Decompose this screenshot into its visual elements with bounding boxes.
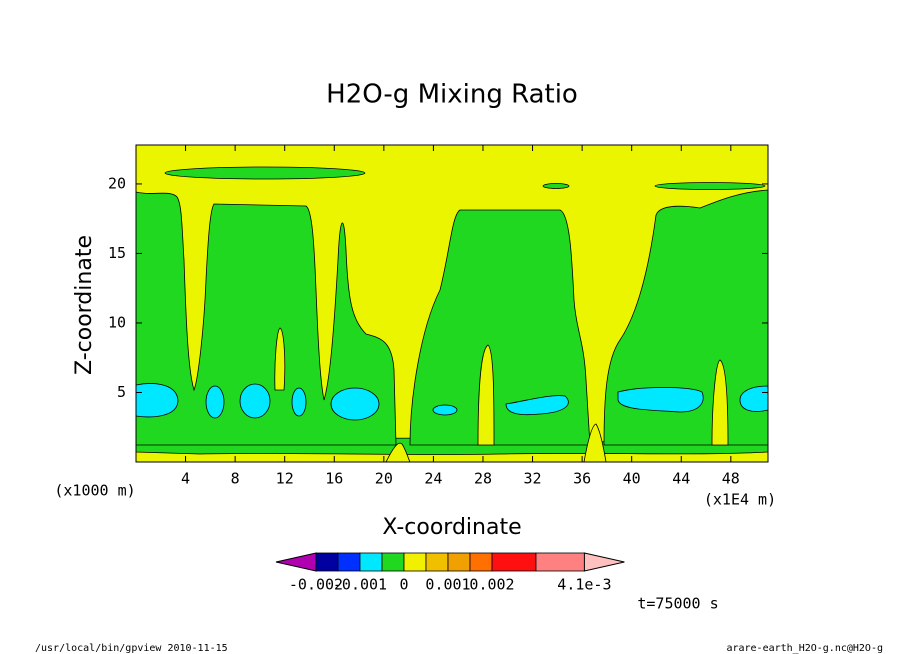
x-tick-label: 28 bbox=[474, 470, 492, 488]
colorbar-label: 0.002 bbox=[469, 576, 514, 594]
contour-gap bbox=[583, 423, 607, 462]
footer-left: /usr/local/bin/gpview 2010-11-15 bbox=[35, 643, 228, 654]
contour-field bbox=[136, 145, 768, 462]
contour-region bbox=[239, 383, 271, 419]
x-axis-label: X-coordinate bbox=[382, 515, 521, 540]
x-tick-label: 20 bbox=[375, 470, 393, 488]
colorbar-label: -0.001 bbox=[333, 576, 387, 594]
x-tick-label: 16 bbox=[325, 470, 343, 488]
contour-region bbox=[654, 182, 766, 190]
y-tick-label: 10 bbox=[108, 313, 126, 331]
chart-title: H2O-g Mixing Ratio bbox=[326, 80, 578, 110]
colorbar-box bbox=[447, 552, 471, 572]
colorbar-box bbox=[425, 552, 449, 572]
y-tick-label: 20 bbox=[108, 174, 126, 192]
x-tick-label: 12 bbox=[276, 470, 294, 488]
contour-region bbox=[291, 387, 307, 417]
x-unit-label: (x1000 m) bbox=[54, 482, 135, 500]
y-axis-label: Z-coordinate bbox=[72, 235, 97, 375]
footer-right: arare-earth_H2O-g.nc@H2O-g bbox=[726, 643, 883, 654]
x-tick-label: 40 bbox=[623, 470, 641, 488]
plot-frame bbox=[135, 144, 769, 463]
contour-region bbox=[136, 383, 179, 418]
colorbar-box bbox=[359, 552, 383, 572]
colorbar-label: 4.1e-3 bbox=[557, 576, 611, 594]
x-tick-label: 24 bbox=[424, 470, 442, 488]
x-tick-label: 4 bbox=[181, 470, 190, 488]
contour-gap bbox=[711, 359, 729, 446]
colorbar-box bbox=[491, 552, 537, 572]
colorbar-label: 0 bbox=[399, 576, 408, 594]
contour-region bbox=[505, 395, 569, 416]
contour-region bbox=[603, 189, 768, 446]
contour-region bbox=[432, 404, 458, 416]
colorbar-label: -0.002 bbox=[289, 576, 343, 594]
contour-region bbox=[739, 385, 768, 412]
contour-region bbox=[164, 166, 366, 180]
x-tick-label: 48 bbox=[722, 470, 740, 488]
contour-region bbox=[409, 209, 591, 446]
colorbar-box bbox=[337, 552, 361, 572]
colorbar-box bbox=[315, 552, 339, 572]
x-tick-label: 44 bbox=[672, 470, 690, 488]
contour-region bbox=[136, 191, 397, 446]
y-tick-label: 5 bbox=[117, 383, 126, 401]
contour-gap bbox=[477, 344, 495, 446]
colorbar-extend bbox=[583, 552, 625, 572]
contour-region bbox=[542, 183, 570, 189]
contour-region bbox=[617, 387, 704, 413]
time-label: t=75000 s bbox=[637, 595, 718, 613]
contour-region bbox=[330, 387, 380, 421]
x-tick-label: 36 bbox=[573, 470, 591, 488]
x-tick-label: 32 bbox=[524, 470, 542, 488]
colorbar-box bbox=[469, 552, 493, 572]
contour-gap bbox=[274, 327, 286, 391]
x-tick-label: 8 bbox=[231, 470, 240, 488]
contour-region bbox=[205, 385, 225, 419]
colorbar-label: 0.001 bbox=[425, 576, 470, 594]
colorbar-box bbox=[403, 552, 427, 572]
colorbar-box bbox=[381, 552, 405, 572]
y-tick-label: 15 bbox=[108, 244, 126, 262]
x-unit-label: (x1E4 m) bbox=[704, 491, 776, 509]
colorbar-extend bbox=[275, 552, 317, 572]
colorbar-box bbox=[535, 552, 585, 572]
contour-gap bbox=[385, 442, 411, 462]
